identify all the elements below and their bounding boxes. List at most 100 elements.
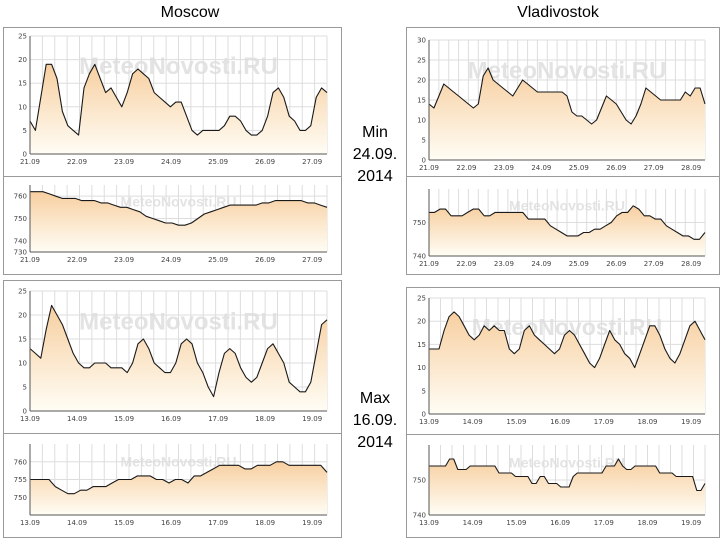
x-tick-label: 23.09	[494, 260, 514, 268]
moscow-title: Moscow	[160, 4, 220, 21]
y-tick-label: 0	[23, 408, 27, 416]
x-tick-label: 28.09	[681, 164, 701, 172]
x-tick-label: 19.09	[302, 519, 322, 527]
x-tick-label: 15.09	[114, 415, 134, 423]
y-tick-label: 750	[413, 477, 426, 485]
y-tick-label: 25	[18, 33, 27, 41]
x-tick-label: 21.09	[20, 158, 40, 166]
y-tick-label: 750	[14, 494, 27, 502]
y-tick-label: 740	[413, 512, 426, 520]
series-line	[429, 311, 706, 369]
min-label-line-3: 2014	[357, 168, 393, 185]
series-line	[30, 191, 328, 226]
y-tick-label: 755	[14, 476, 27, 484]
y-tick-label: 20	[417, 318, 426, 326]
x-tick-label: 19.09	[302, 415, 322, 423]
vladivostok-title: Vladivostok	[517, 4, 599, 21]
x-tick-label: 26.09	[606, 260, 626, 268]
x-tick-label: 26.09	[255, 256, 275, 264]
y-tick-label: 15	[18, 336, 27, 344]
min-label-line-1: Min	[362, 124, 388, 141]
y-tick-label: 0	[422, 411, 426, 419]
x-tick-label: 25.09	[208, 256, 228, 264]
x-tick-label: 21.09	[20, 256, 40, 264]
max-label-line-3: 2014	[357, 434, 393, 451]
x-tick-label: 27.09	[644, 164, 664, 172]
x-tick-label: 26.09	[255, 158, 275, 166]
y-tick-label: 30	[417, 37, 426, 45]
series-area	[429, 205, 705, 256]
y-tick-label: 760	[14, 193, 27, 201]
moscow-max-panel: MeteoNovosti.RU 0 5 10 15 20 25 13.09 14.09 15.09…	[3, 280, 342, 538]
max-label-line-2: 16.09.	[352, 412, 398, 429]
x-tick-label: 22.09	[67, 256, 87, 264]
x-tick-label: 23.09	[114, 158, 134, 166]
x-tick-label: 14.09	[463, 418, 483, 426]
moscow-max-temp-chart: MeteoNovosti.RU 0 5 10 15 20 25 13.09 14.09 15.09…	[4, 281, 341, 434]
x-tick-label: 17.09	[594, 519, 614, 527]
y-tick-label: 5	[422, 387, 426, 395]
x-tick-label: 27.09	[302, 158, 322, 166]
series-line	[429, 458, 706, 492]
y-tick-label: 0	[23, 151, 27, 159]
min-label-line-2: 24.09.	[352, 146, 398, 163]
x-tick-label: 16.09	[550, 418, 570, 426]
x-tick-label: 19.09	[681, 519, 701, 527]
y-tick-label: 740	[413, 253, 426, 261]
x-tick-label: 21.09	[419, 164, 439, 172]
x-tick-label: 24.09	[531, 260, 551, 268]
y-tick-label: 5	[23, 127, 27, 135]
x-tick-label: 17.09	[208, 519, 228, 527]
y-tick-label: 750	[14, 215, 27, 223]
y-tick-label: 20	[18, 312, 27, 320]
vladivostok-min-temp-chart: MeteoNovosti.RU 0 5 10 15 20 25 30 21.09 22.09 23.…	[407, 28, 719, 177]
x-tick-label: 13.09	[20, 519, 40, 527]
x-tick-label: 14.09	[67, 519, 87, 527]
x-tick-label: 13.09	[20, 415, 40, 423]
x-tick-label: 24.09	[531, 164, 551, 172]
y-tick-label: 15	[18, 80, 27, 88]
series-area	[30, 305, 327, 411]
x-tick-label: 17.09	[208, 415, 228, 423]
x-tick-label: 15.09	[114, 519, 134, 527]
x-tick-label: 27.09	[644, 260, 664, 268]
x-tick-label: 13.09	[419, 418, 439, 426]
x-tick-label: 22.09	[456, 260, 476, 268]
series-line	[30, 461, 328, 495]
moscow-min-panel: MeteoNovosti.RU 0 5 10 15 20 25 21.09 22.09 23.09…	[3, 27, 342, 275]
x-tick-label: 15.09	[506, 519, 526, 527]
x-tick-label: 27.09	[302, 256, 322, 264]
x-tick-label: 18.09	[255, 519, 275, 527]
x-tick-label: 25.09	[569, 164, 589, 172]
x-tick-label: 22.09	[67, 158, 87, 166]
y-tick-label: 25	[18, 288, 27, 296]
x-tick-label: 18.09	[637, 519, 657, 527]
series-area	[429, 68, 705, 160]
series-line	[29, 304, 328, 398]
x-tick-label: 18.09	[637, 418, 657, 426]
y-tick-label: 10	[18, 103, 27, 111]
moscow-max-pressure-chart: MeteoNovosti.RU75075576013.0914.0915.091…	[4, 434, 341, 537]
y-tick-label: 20	[18, 56, 27, 64]
y-tick-label: 750	[413, 219, 426, 227]
series-line	[29, 63, 328, 136]
moscow-min-pressure-chart: MeteoNovosti.RU 730 740 750 760 21.09 22.09 23.…	[4, 177, 341, 274]
series-line	[428, 67, 706, 125]
max-label: Max 16.09. 2014	[345, 388, 405, 454]
x-tick-label: 14.09	[67, 415, 87, 423]
x-tick-label: 26.09	[606, 164, 626, 172]
x-tick-label: 15.09	[506, 418, 526, 426]
x-tick-label: 18.09	[255, 415, 275, 423]
moscow-min-temp-chart: MeteoNovosti.RU 0 5 10 15 20 25 21.09 22.09 23.09…	[4, 28, 341, 177]
y-tick-label: 740	[14, 237, 27, 245]
vladivostok-min-panel: MeteoNovosti.RU 0 5 10 15 20 25 30 21.09 22.09 23.…	[406, 27, 720, 275]
x-tick-label: 21.09	[419, 260, 439, 268]
series-line	[429, 205, 706, 240]
y-tick-label: 0	[422, 157, 426, 165]
x-tick-label: 14.09	[463, 519, 483, 527]
series-area	[30, 461, 327, 515]
y-tick-label: 10	[417, 117, 426, 125]
y-tick-label: 15	[417, 97, 426, 105]
x-tick-label: 25.09	[208, 158, 228, 166]
x-tick-label: 24.09	[161, 256, 181, 264]
